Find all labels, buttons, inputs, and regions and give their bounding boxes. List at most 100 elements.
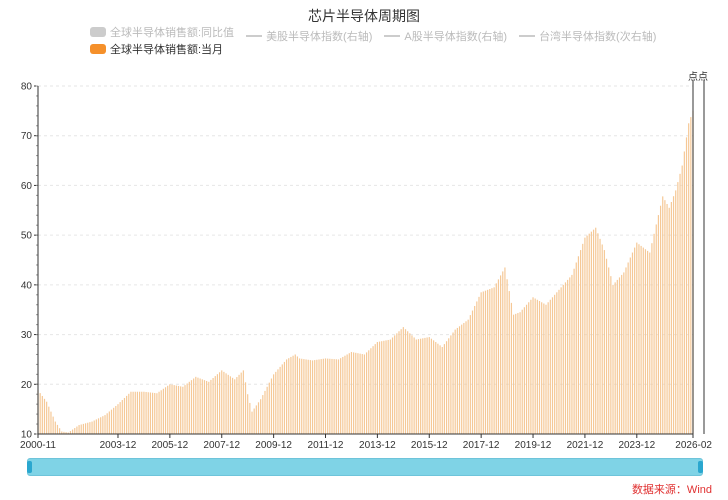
bar-118[interactable]: [292, 355, 294, 434]
bar-218[interactable]: [508, 291, 510, 434]
bar-219[interactable]: [510, 302, 513, 434]
bar-197[interactable]: [463, 322, 465, 434]
bar-3[interactable]: [43, 398, 46, 434]
bar-53[interactable]: [151, 392, 154, 434]
bar-280[interactable]: [642, 247, 644, 434]
bar-87[interactable]: [225, 373, 227, 434]
bar-104[interactable]: [262, 395, 264, 434]
legend-item-2[interactable]: A股半导体指数(右轴): [384, 28, 507, 44]
bar-191[interactable]: [450, 335, 452, 434]
bar-46[interactable]: [136, 391, 139, 434]
bar-125[interactable]: [307, 359, 309, 434]
bar-76[interactable]: [201, 379, 203, 434]
bar-263[interactable]: [605, 258, 608, 434]
bar-249[interactable]: [575, 262, 577, 434]
bar-42[interactable]: [128, 393, 130, 434]
bar-79[interactable]: [208, 381, 210, 434]
bar-88[interactable]: [227, 374, 229, 434]
bar-175[interactable]: [415, 339, 417, 434]
bar-283[interactable]: [649, 252, 651, 434]
bar-95[interactable]: [242, 370, 244, 434]
bar-295[interactable]: [675, 190, 677, 434]
bar-202[interactable]: [474, 305, 476, 434]
bar-190[interactable]: [448, 338, 450, 434]
bar-274[interactable]: [629, 257, 631, 434]
bar-41[interactable]: [126, 395, 128, 434]
bar-37[interactable]: [117, 404, 119, 434]
bar-213[interactable]: [497, 279, 500, 434]
bar-34[interactable]: [110, 409, 113, 434]
bar-54[interactable]: [154, 392, 156, 434]
bar-106[interactable]: [266, 386, 268, 434]
bar-239[interactable]: [554, 294, 556, 434]
bar-100[interactable]: [253, 408, 255, 434]
bar-153[interactable]: [368, 350, 370, 434]
bar-147[interactable]: [355, 352, 357, 434]
bar-44[interactable]: [132, 391, 134, 434]
bar-27[interactable]: [95, 419, 97, 434]
bar-62[interactable]: [171, 384, 173, 434]
bar-261[interactable]: [601, 244, 603, 434]
bar-90[interactable]: [231, 377, 234, 434]
bar-253[interactable]: [584, 237, 586, 434]
bar-31[interactable]: [104, 415, 106, 434]
bar-12[interactable]: [63, 431, 65, 434]
bar-203[interactable]: [476, 301, 478, 434]
bar-155[interactable]: [372, 346, 374, 434]
bar-117[interactable]: [290, 356, 292, 434]
bar-61[interactable]: [169, 384, 171, 434]
bar-96[interactable]: [244, 382, 247, 434]
bar-116[interactable]: [288, 358, 290, 434]
bar-9[interactable]: [56, 424, 59, 434]
bar-279[interactable]: [640, 245, 642, 434]
bar-258[interactable]: [595, 227, 597, 434]
bar-75[interactable]: [199, 378, 201, 434]
bar-141[interactable]: [342, 356, 344, 434]
bar-282[interactable]: [647, 250, 649, 434]
bar-179[interactable]: [424, 337, 426, 434]
bar-7[interactable]: [52, 416, 54, 434]
bar-111[interactable]: [277, 369, 279, 434]
bar-110[interactable]: [275, 371, 277, 434]
bar-89[interactable]: [229, 376, 231, 434]
bar-177[interactable]: [420, 338, 422, 434]
bar-247[interactable]: [571, 274, 573, 434]
bar-24[interactable]: [89, 422, 91, 434]
bar-1[interactable]: [39, 393, 41, 434]
bar-232[interactable]: [538, 301, 541, 434]
bar-101[interactable]: [255, 405, 257, 434]
bar-47[interactable]: [139, 391, 141, 434]
bar-94[interactable]: [240, 372, 242, 434]
bar-86[interactable]: [223, 371, 225, 434]
bar-238[interactable]: [551, 297, 554, 434]
bar-151[interactable]: [363, 354, 366, 434]
bar-264[interactable]: [608, 267, 610, 434]
legend-item-0[interactable]: 全球半导体销售额:同比值: [90, 24, 234, 40]
bar-51[interactable]: [147, 392, 149, 434]
bar-83[interactable]: [216, 374, 219, 434]
bar-65[interactable]: [177, 385, 180, 434]
bar-225[interactable]: [523, 307, 525, 434]
bar-82[interactable]: [214, 376, 216, 434]
bar-169[interactable]: [402, 327, 404, 434]
bar-259[interactable]: [597, 233, 599, 434]
bar-271[interactable]: [623, 272, 625, 434]
bar-26[interactable]: [93, 420, 95, 434]
bar-233[interactable]: [541, 302, 543, 434]
legend-item-3[interactable]: 台湾半导体指数(次右轴): [519, 28, 656, 44]
bar-92[interactable]: [236, 377, 238, 434]
bar-270[interactable]: [621, 274, 623, 434]
bar-214[interactable]: [500, 275, 502, 434]
bar-212[interactable]: [495, 283, 497, 434]
bar-281[interactable]: [644, 249, 647, 434]
bar-66[interactable]: [180, 386, 182, 434]
bar-35[interactable]: [113, 407, 115, 434]
bar-2[interactable]: [41, 395, 43, 434]
bar-195[interactable]: [458, 326, 461, 434]
bar-38[interactable]: [119, 402, 121, 434]
bar-194[interactable]: [456, 327, 458, 434]
bar-145[interactable]: [350, 351, 353, 434]
bar-299[interactable]: [683, 151, 685, 434]
bar-139[interactable]: [337, 359, 340, 434]
bar-257[interactable]: [592, 229, 595, 434]
